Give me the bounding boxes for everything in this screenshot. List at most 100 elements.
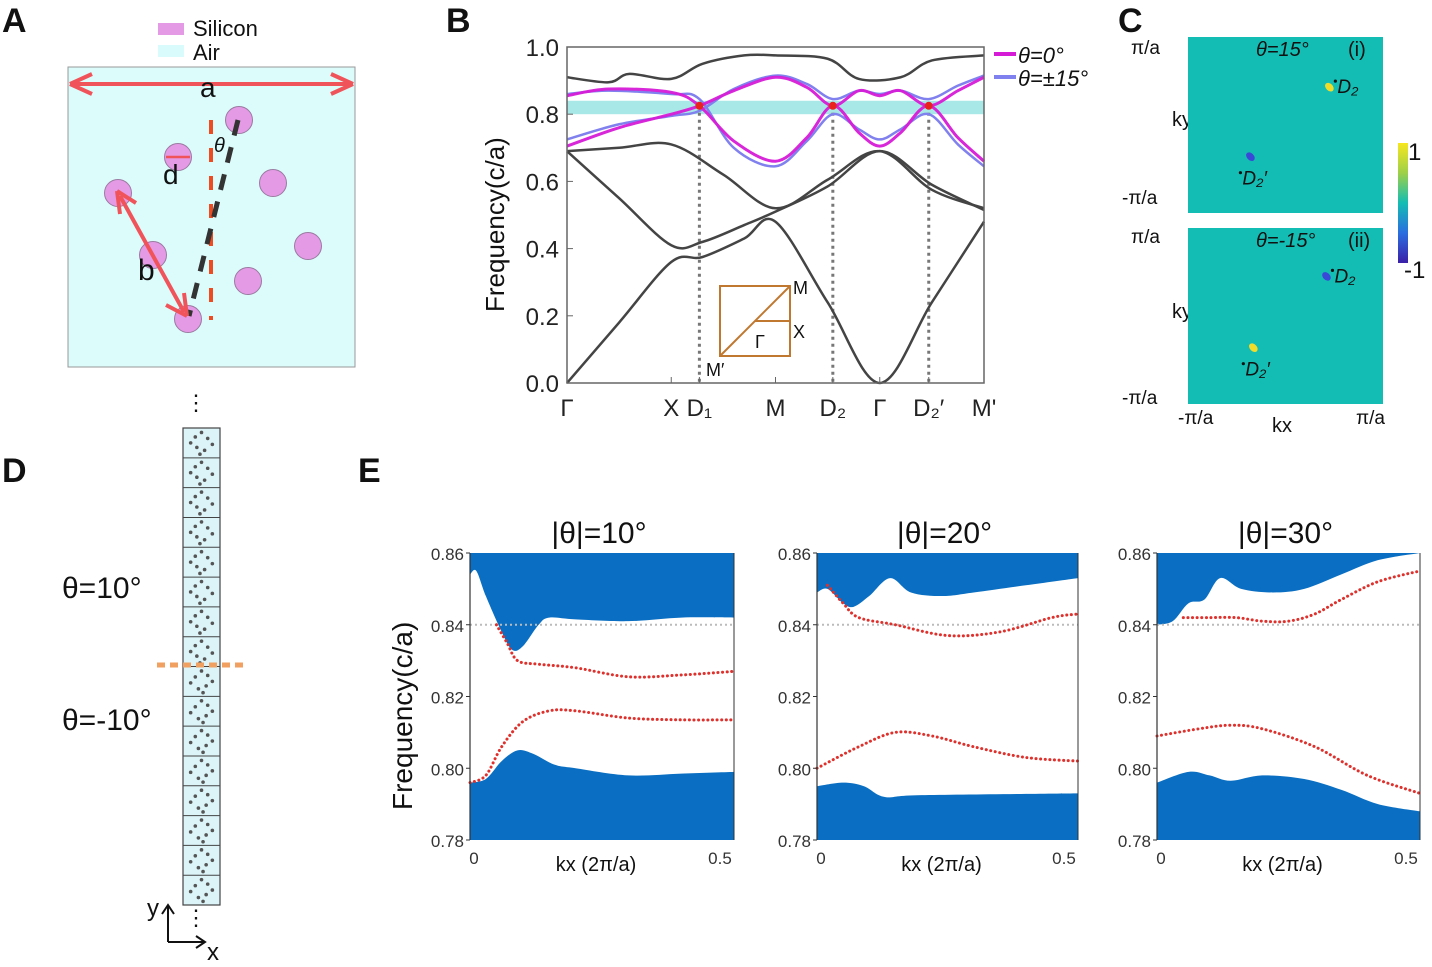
subplot-tag: (ii) (1348, 230, 1370, 252)
rod-dot (199, 877, 204, 882)
berry-curvature-map (1188, 228, 1383, 404)
rod-dot (199, 818, 204, 822)
rod-dot (198, 631, 202, 635)
label-b: b (138, 254, 155, 287)
rod-dot (210, 442, 215, 447)
subplot-title: |θ|=20° (897, 517, 992, 550)
rod-dot (188, 649, 193, 654)
band-line-theta-15 (566, 74, 985, 141)
rod-dot (201, 810, 205, 814)
rod-dot (196, 776, 201, 781)
curvature-spot (1322, 272, 1331, 281)
rod-dot (195, 445, 199, 450)
x-tick-label: 0 (469, 849, 478, 868)
rod-dot (193, 435, 198, 439)
x-tick-label: D₂′ (913, 395, 945, 422)
upper-bulk-continuum (817, 553, 1078, 608)
rod-dot (193, 584, 198, 588)
rod-dot (201, 780, 205, 784)
subplot-tag: (i) (1348, 39, 1366, 61)
rod-dot (202, 448, 207, 453)
colorbar-min-label: -1 (1404, 257, 1425, 284)
rod-dot (196, 746, 201, 751)
rod-dot (199, 609, 204, 614)
rod-dot (210, 888, 215, 892)
brillouin-zone-inset: M X Γ M′ (706, 278, 808, 380)
colorbar (1398, 143, 1408, 263)
y-tick-label: 0.78 (778, 832, 811, 851)
panel-label-a: A (2, 2, 27, 40)
dirac-label: D₂ (1337, 77, 1359, 98)
y-tick-label: 0.86 (1118, 545, 1151, 564)
rod-dot (205, 496, 210, 500)
silicon-rod (259, 169, 287, 197)
rod-dot (193, 614, 198, 618)
lower-domain-label: θ=-10° (62, 704, 152, 737)
panel-d-supercell: ⋮ θ=10° θ=-10° ⋮ y x (62, 390, 244, 966)
x-tick-label: 0.5 (1052, 849, 1076, 868)
upper-bulk-continuum (1157, 553, 1420, 625)
rod-dot (199, 848, 204, 852)
y-tick-label: 0.80 (778, 760, 811, 779)
y-tick-label: 0.80 (1118, 760, 1151, 779)
y-tick-label: 0.84 (778, 617, 811, 636)
rod-dot (196, 716, 201, 721)
legend-label-silicon: Silicon (193, 16, 258, 41)
rod-dot (199, 520, 204, 524)
rod-dot (188, 770, 193, 775)
curvature-spot (1249, 343, 1258, 352)
dirac-point (924, 101, 933, 110)
rod-dot (202, 627, 207, 632)
rod-dot (193, 464, 198, 469)
dirac-label: D₂′ (1245, 360, 1271, 381)
rod-dot (193, 854, 198, 858)
c1-y-label: ky (1172, 109, 1192, 131)
rod-dot (199, 639, 204, 643)
c2-y-tick-min: -π/a (1122, 388, 1158, 409)
x-tick-label: Γ (560, 395, 573, 422)
y-tick-label: 0.82 (1118, 689, 1151, 708)
rod-dot (204, 684, 208, 688)
rod-dot (205, 792, 210, 797)
dirac-label: D₂′ (1242, 169, 1268, 190)
rod-dot (202, 508, 207, 512)
y-tick-label: 0.82 (778, 689, 811, 708)
rod-dot (188, 830, 193, 834)
bz-label-m-prime: M′ (706, 360, 725, 380)
bandgap-highlight (567, 100, 984, 115)
panel-b-y-axis-label: Frequency(c/a) (480, 137, 510, 312)
x-tick-label: D₂ (820, 395, 847, 422)
rod-dot (204, 892, 208, 897)
rod-dot (193, 524, 198, 529)
rod-dot (199, 549, 204, 554)
rod-dot (188, 560, 193, 564)
rod-dot (205, 645, 210, 649)
rod-dot (210, 709, 215, 714)
band-line (566, 141, 985, 210)
x-tick-label: 0.5 (708, 849, 732, 868)
rod-dot (201, 869, 205, 874)
silicon-rod (225, 106, 253, 134)
band-line (566, 217, 986, 385)
rod-dot (205, 852, 210, 857)
dirac-point (828, 101, 837, 110)
rod-dot (210, 502, 215, 506)
dirac-marker (1241, 362, 1245, 366)
rod-dot (202, 657, 207, 661)
y-tick-label: 0.0 (526, 371, 559, 398)
rod-dot (193, 794, 198, 798)
rod-dot (205, 436, 210, 441)
rod-dot (205, 703, 210, 708)
rod-dot (201, 720, 205, 725)
rod-dot (199, 728, 204, 733)
c-x-label: kx (1272, 415, 1292, 437)
rod-dot (202, 537, 207, 542)
rod-dot (195, 535, 199, 539)
rod-dot (205, 822, 210, 827)
lower-bulk-continuum (817, 782, 1078, 840)
rod-dot (188, 889, 193, 894)
x-tick-label: M (766, 395, 786, 422)
rod-dot (193, 643, 198, 648)
dirac-marker (1330, 268, 1335, 272)
rotated-axis-dashed (186, 119, 241, 317)
